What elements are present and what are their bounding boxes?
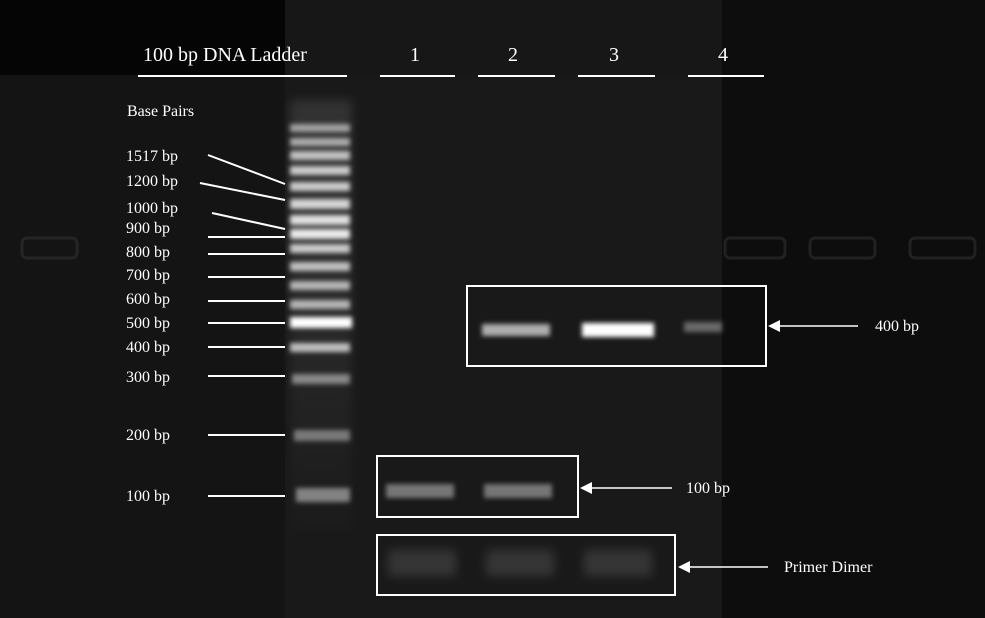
lane-label-1: 1: [410, 44, 420, 66]
ladder-band: [290, 229, 350, 239]
sample-bands: [386, 322, 722, 576]
annotation-primer-dimer: Primer Dimer: [784, 559, 873, 576]
box-100bp: [376, 455, 579, 518]
band-lane2-dimer: [486, 550, 554, 576]
ladder-title: 100 bp DNA Ladder: [143, 44, 307, 66]
band-lane1-dimer: [388, 550, 456, 576]
band-lane3-400: [582, 323, 654, 337]
ladder-label: 600 bp: [126, 291, 170, 308]
ladder-label: 300 bp: [126, 369, 170, 386]
wells: [20, 236, 977, 260]
lane-label-4: 4: [718, 44, 728, 66]
ladder-label: 800 bp: [126, 244, 170, 261]
ladder-label: 1200 bp: [126, 173, 178, 190]
ladder-label: 700 bp: [126, 267, 170, 284]
ladder-label: 1517 bp: [126, 148, 178, 165]
band-lane3-dimer: [584, 550, 652, 576]
ladder-band: [290, 300, 350, 309]
band-lane1-100: [386, 484, 454, 498]
ladder-band: [290, 343, 350, 352]
base-pairs-title: Base Pairs: [127, 103, 195, 120]
ladder-band: [296, 488, 350, 502]
ladder-band: [290, 244, 350, 253]
box-primer-dimer: [376, 534, 676, 596]
annotation-400bp: 400 bp: [875, 318, 919, 335]
band-lane2-100: [484, 484, 552, 498]
ladder-band: [290, 281, 350, 290]
annotation-100bp: 100 bp: [686, 480, 730, 497]
ladder-label: 100 bp: [126, 488, 170, 505]
ladder-label: 500 bp: [126, 315, 170, 332]
lane-label-2: 2: [508, 44, 518, 66]
ladder-band: [290, 215, 350, 225]
ladder-label: 400 bp: [126, 339, 170, 356]
annotation-arrows: [580, 320, 858, 573]
ladder-lane: [290, 100, 352, 530]
band-lane2-400: [482, 324, 550, 336]
annotation-boxes: [376, 285, 767, 596]
lane-label-3: 3: [609, 44, 619, 66]
box-400bp: [466, 285, 767, 367]
ladder-band: [290, 182, 350, 191]
ladder-band: [290, 317, 352, 328]
ladder-band: [290, 262, 350, 271]
ladder-label: 1000 bp: [126, 200, 178, 217]
ladder-band: [292, 374, 350, 384]
ladder-label: 200 bp: [126, 427, 170, 444]
band-lane4-400: [684, 322, 722, 332]
ladder-band: [294, 430, 350, 441]
ladder-band: [290, 151, 350, 160]
ladder-band: [290, 138, 350, 146]
ladder-label: 900 bp: [126, 220, 170, 237]
ladder-band: [290, 199, 350, 209]
ladder-band: [290, 124, 350, 132]
ladder-pointer-lines: [199, 154, 286, 497]
ladder-band: [290, 166, 350, 175]
